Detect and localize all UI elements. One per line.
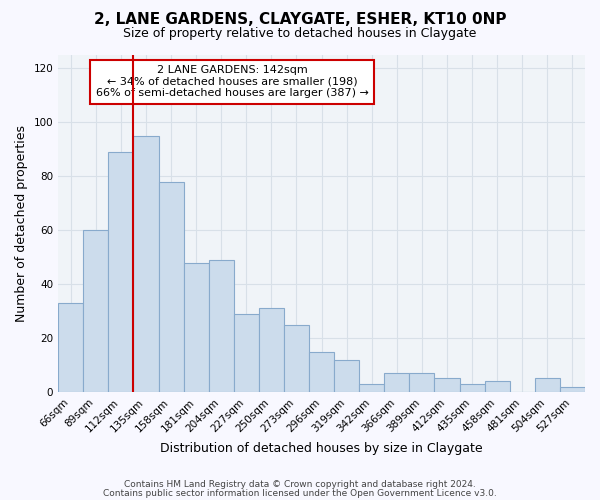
Text: 2 LANE GARDENS: 142sqm
← 34% of detached houses are smaller (198)
66% of semi-de: 2 LANE GARDENS: 142sqm ← 34% of detached… [95, 65, 368, 98]
Bar [334, 360, 359, 392]
Bar [83, 230, 109, 392]
Bar [133, 136, 158, 392]
X-axis label: Distribution of detached houses by size in Claygate: Distribution of detached houses by size … [160, 442, 483, 455]
Text: Contains public sector information licensed under the Open Government Licence v3: Contains public sector information licen… [103, 490, 497, 498]
Bar [385, 373, 409, 392]
Y-axis label: Number of detached properties: Number of detached properties [15, 125, 28, 322]
Bar [460, 384, 485, 392]
Bar [309, 352, 334, 392]
Bar [184, 262, 209, 392]
Text: Size of property relative to detached houses in Claygate: Size of property relative to detached ho… [124, 28, 476, 40]
Bar [109, 152, 133, 392]
Bar [409, 373, 434, 392]
Bar [560, 386, 585, 392]
Bar [158, 182, 184, 392]
Bar [434, 378, 460, 392]
Text: Contains HM Land Registry data © Crown copyright and database right 2024.: Contains HM Land Registry data © Crown c… [124, 480, 476, 489]
Bar [259, 308, 284, 392]
Bar [284, 324, 309, 392]
Bar [58, 303, 83, 392]
Bar [485, 381, 510, 392]
Bar [209, 260, 234, 392]
Bar [234, 314, 259, 392]
Bar [535, 378, 560, 392]
Bar [359, 384, 385, 392]
Text: 2, LANE GARDENS, CLAYGATE, ESHER, KT10 0NP: 2, LANE GARDENS, CLAYGATE, ESHER, KT10 0… [94, 12, 506, 28]
